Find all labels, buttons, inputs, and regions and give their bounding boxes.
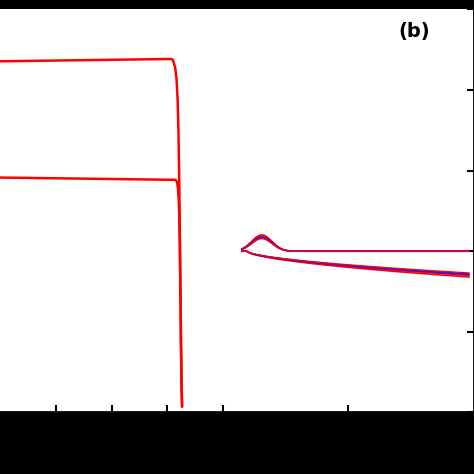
- X-axis label: Voltage (V): Voltage (V): [308, 437, 403, 451]
- X-axis label: Capacity (mAh/g): Capacity (mAh/g): [45, 437, 192, 451]
- Text: (b): (b): [398, 22, 430, 41]
